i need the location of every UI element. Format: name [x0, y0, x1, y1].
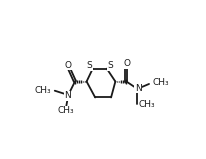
Text: CH₃: CH₃: [34, 86, 51, 95]
Text: N: N: [135, 84, 141, 93]
Text: CH₃: CH₃: [57, 106, 74, 115]
Text: N: N: [64, 91, 71, 100]
Text: CH₃: CH₃: [153, 79, 169, 87]
Text: S: S: [87, 61, 92, 70]
Text: O: O: [64, 61, 71, 70]
Text: S: S: [107, 61, 113, 70]
Text: O: O: [124, 59, 130, 68]
Text: CH₃: CH₃: [138, 100, 155, 109]
